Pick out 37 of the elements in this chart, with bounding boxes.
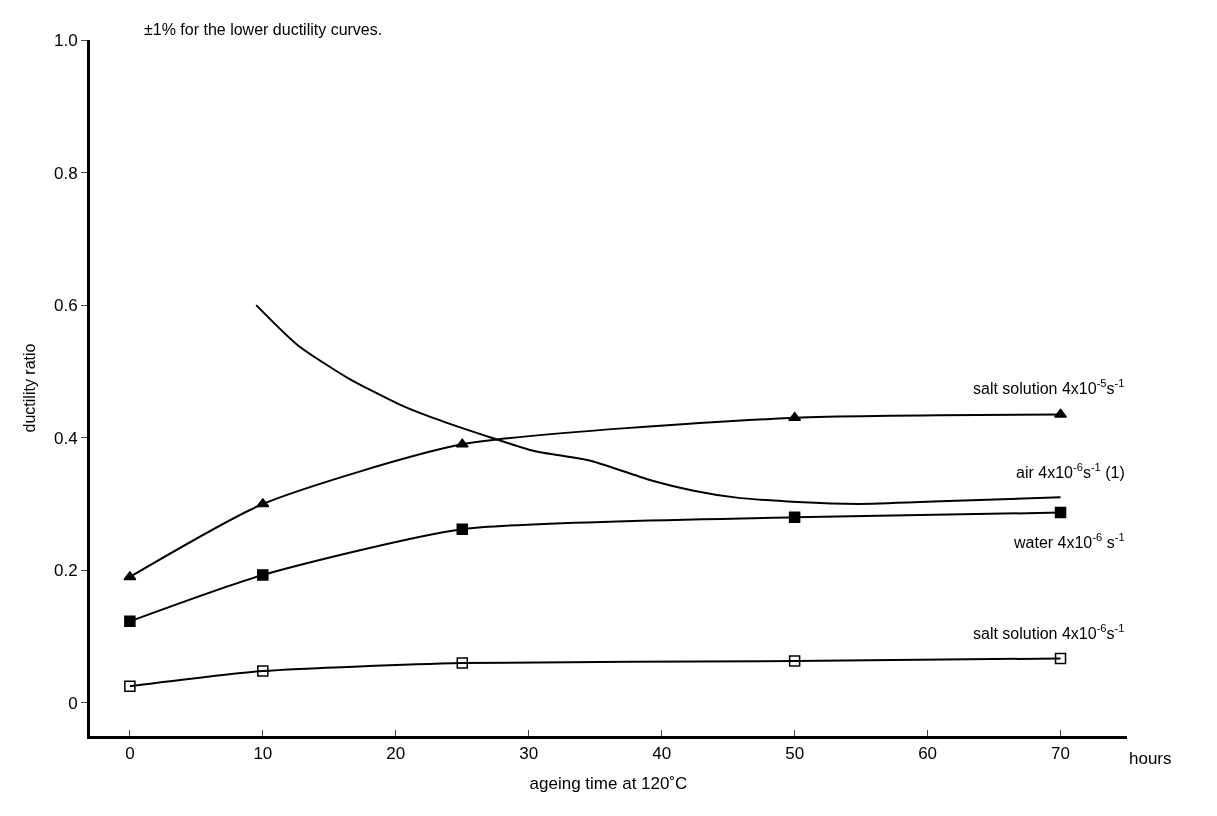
point (124, 615, 136, 628)
y-tick-label: 0.6 (53, 296, 78, 316)
x-tick-label: 70 (1051, 744, 1070, 764)
y-tick-label: 1.0 (53, 30, 78, 50)
x-tick-label: 0 (125, 744, 135, 764)
x-axis-title: ageing time at 120˚C (529, 773, 688, 793)
point (1054, 652, 1067, 665)
series-label: water 4x10$^{-6}$ s$^{-1}$ (1013, 531, 1125, 551)
point (123, 571, 137, 581)
text: ±1% for the lower ductility curves. (144, 21, 383, 38)
point (256, 498, 270, 508)
x-tick-label: 50 (785, 744, 805, 764)
point (788, 511, 801, 524)
point (788, 655, 801, 667)
x-tick-label: 10 (253, 744, 273, 764)
x-tick-label: 20 (386, 744, 406, 764)
y-axis-title: ductility ratio (20, 343, 38, 433)
x-tick-label: 60 (918, 744, 938, 764)
point (456, 523, 469, 535)
point (1054, 408, 1068, 418)
point (1054, 506, 1067, 519)
point (788, 412, 802, 422)
x-tick-label: 30 (519, 744, 539, 764)
point (456, 657, 469, 669)
y-tick-label: 0 (68, 693, 78, 713)
point (124, 680, 136, 693)
x-tick-label: 40 (652, 744, 672, 764)
y-tick-label: 0.4 (53, 428, 78, 448)
series-label: salt solution 4x10$^{-6}$s$^{-1}$ (973, 622, 1125, 642)
point (455, 438, 469, 448)
text: hours (1129, 749, 1172, 768)
point (257, 665, 269, 677)
y-tick-label: 0.8 (53, 163, 78, 183)
y-tick-label: 0.2 (53, 561, 78, 581)
point (257, 569, 269, 581)
series-label: air 4x10$^{-6}$s$^{-1}$ (1) (1016, 461, 1125, 481)
series-label: salt solution 4x10$^{-5}$s$^{-1}$ (973, 377, 1125, 397)
